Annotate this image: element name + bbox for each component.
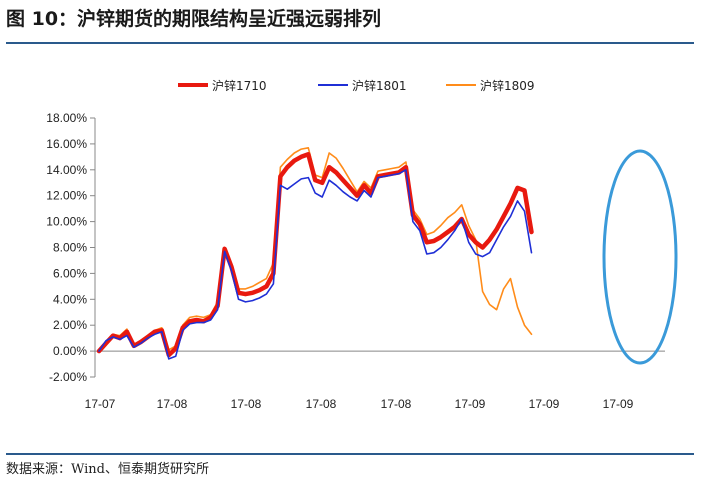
- y-tick-label: 8.00%: [53, 241, 87, 255]
- series-line-0: [96, 152, 534, 358]
- x-tick-label: 17-09: [455, 397, 486, 411]
- legend-label: 沪锌1801: [352, 79, 407, 93]
- y-tick-label: 12.00%: [46, 189, 87, 203]
- y-tick-label: 6.00%: [53, 266, 87, 280]
- y-tick-label: -2.00%: [49, 370, 87, 384]
- x-tick-label: 17-08: [381, 397, 412, 411]
- y-tick-label: 18.00%: [46, 111, 87, 125]
- y-tick-label: 16.00%: [46, 137, 87, 151]
- x-tick-label: 17-07: [85, 397, 116, 411]
- x-tick-label: 17-08: [306, 397, 337, 411]
- x-tick-label: 17-09: [603, 397, 634, 411]
- y-tick-label: 0.00%: [53, 344, 87, 358]
- x-tick-label: 17-08: [231, 397, 262, 411]
- y-tick-label: 2.00%: [53, 318, 87, 332]
- figure-title: 图 10：沪锌期货的期限结构呈近强远弱排列: [6, 8, 382, 30]
- legend: 沪锌1710 沪锌1801 沪锌1809: [178, 79, 535, 93]
- series-layer: [96, 147, 534, 360]
- highlight-ellipse: [602, 149, 678, 365]
- y-tick-label: 4.00%: [53, 292, 87, 306]
- source-rule: [6, 453, 694, 455]
- title-rule: [6, 42, 694, 44]
- axes: 18.00% 16.00% 14.00% 12.00% 10.00% 8.00% 6.00%…: [46, 111, 665, 411]
- x-tick-label: 17-08: [157, 397, 188, 411]
- legend-label: 沪锌1809: [480, 79, 535, 93]
- line-chart: 沪锌1710 沪锌1801 沪锌1809 18.00% 16.00% 14.00% 12.…: [46, 79, 678, 411]
- series-line-1: [98, 169, 533, 360]
- y-tick-label: 14.00%: [46, 163, 87, 177]
- x-tick-label: 17-09: [529, 397, 560, 411]
- y-tick-label: 10.00%: [46, 215, 87, 229]
- source-note: 数据来源：Wind、恒泰期货研究所: [6, 462, 209, 477]
- legend-label: 沪锌1710: [212, 79, 267, 93]
